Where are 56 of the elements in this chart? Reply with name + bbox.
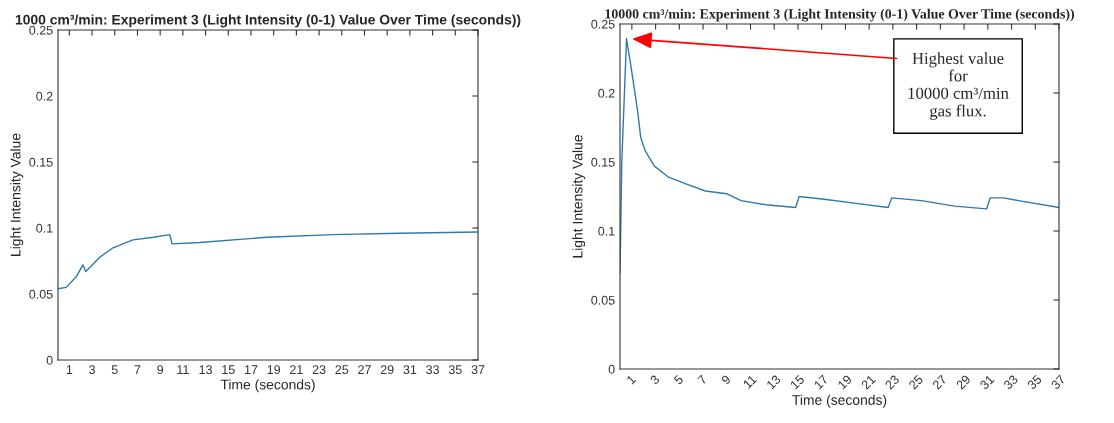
x-axis-title: Time (seconds) bbox=[220, 379, 315, 393]
x-tick-label: 5 bbox=[111, 365, 118, 375]
annotation: Highest value for 10000 cm³/min gas flux. bbox=[908, 52, 1009, 120]
line-series bbox=[58, 231, 478, 290]
y-tick-label: 0.1 bbox=[598, 226, 615, 236]
y-tick-label: 0.05 bbox=[591, 295, 615, 305]
x-tick-label: 11 bbox=[742, 374, 757, 389]
x-tick-label: 11 bbox=[177, 365, 189, 374]
y-tick-label: 0.05 bbox=[29, 289, 53, 299]
x-tick-label: 31 bbox=[979, 374, 995, 390]
y-tick-label: 0.25 bbox=[591, 19, 615, 29]
x-tick-label: 9 bbox=[157, 365, 164, 375]
x-tick-label: 33 bbox=[1003, 374, 1019, 390]
x-tick-label: 37 bbox=[471, 365, 485, 375]
x-tick-label: 21 bbox=[290, 365, 303, 374]
x-tick-label: 23 bbox=[312, 365, 326, 375]
x-axis-title: Time (seconds) bbox=[792, 394, 887, 408]
x-tick-label: 23 bbox=[884, 374, 900, 390]
x-tick-label: 35 bbox=[1026, 374, 1043, 390]
x-tick-label: 5 bbox=[673, 374, 684, 385]
x-tick-label: 3 bbox=[89, 365, 95, 375]
x-tick-label: 15 bbox=[222, 365, 235, 375]
y-tick-label: 0.15 bbox=[591, 157, 615, 167]
x-tick-label: 13 bbox=[199, 365, 212, 375]
x-tick-label: 17 bbox=[244, 365, 258, 374]
y-tick-label: 0 bbox=[608, 364, 615, 374]
x-tick-label: 33 bbox=[426, 365, 439, 375]
y-axis-title: Light Intensity Value bbox=[10, 133, 24, 256]
x-tick-label: 9 bbox=[720, 374, 732, 385]
x-tick-label: 29 bbox=[380, 365, 394, 375]
x-tick-label: 27 bbox=[931, 374, 948, 390]
x-tick-label: 1 bbox=[66, 365, 73, 374]
y-tick-label: 0.15 bbox=[29, 157, 53, 167]
x-tick-label: 7 bbox=[697, 374, 708, 385]
x-tick-label: 13 bbox=[766, 374, 782, 390]
x-tick-label: 37 bbox=[1050, 374, 1066, 390]
x-tick-label: 31 bbox=[403, 365, 417, 375]
y-tick-label: 0.25 bbox=[29, 25, 53, 35]
x-tick-label: 15 bbox=[789, 374, 805, 390]
x-tick-label: 35 bbox=[448, 365, 462, 375]
x-tick-label: 25 bbox=[335, 365, 349, 375]
y-axis-title: Light Intensity Value bbox=[572, 135, 586, 258]
x-tick-label: 17 bbox=[813, 374, 829, 390]
y-tick-label: 0 bbox=[46, 355, 53, 365]
x-tick-label: 3 bbox=[649, 374, 661, 385]
x-tick-label: 19 bbox=[267, 365, 281, 375]
x-tick-label: 1 bbox=[626, 374, 637, 385]
x-tick-label: 29 bbox=[955, 374, 971, 390]
x-tick-label: 25 bbox=[908, 374, 924, 390]
y-tick-label: 0.1 bbox=[36, 223, 53, 233]
x-tick-label: 27 bbox=[358, 365, 371, 374]
x-tick-label: 19 bbox=[837, 374, 853, 390]
x-tick-label: 21 bbox=[860, 374, 876, 390]
x-tick-label: 7 bbox=[134, 365, 141, 374]
y-tick-label: 0.2 bbox=[598, 88, 615, 98]
y-tick-label: 0.2 bbox=[36, 91, 53, 101]
